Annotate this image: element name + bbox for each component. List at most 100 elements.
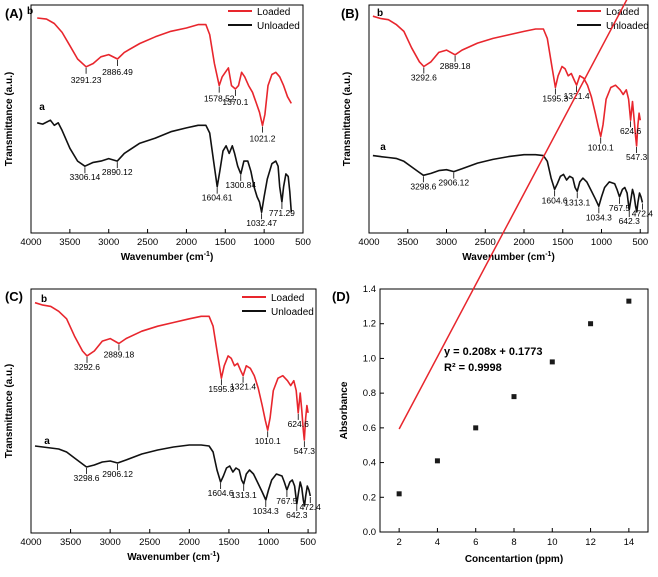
panel-c-ftir-chart: (C) 4000 3500 3000 2500 2000 1500 1000 500 Wavenu… [4,288,322,563]
plot-frame [368,4,649,234]
data-point [626,298,632,304]
peak-label: 1021.2 [249,134,275,144]
legend-label-unloaded: Unloaded [257,21,300,32]
data-point [396,491,402,497]
series-line-loaded [37,17,292,127]
peak-label: 642.3 [619,216,641,226]
panel-label: (B) [341,6,359,21]
peak-label: 1321.4 [230,382,256,392]
peak-label: 2906.12 [438,178,469,188]
y-tick-label: 1.2 [363,319,376,330]
x-axis-title-sup: -1 [210,551,216,558]
x-axis-title-main: Wavenumber (cm [121,252,204,263]
plot-frame [379,288,649,533]
peak-label: 3291.23 [71,75,102,85]
x-tick-label: 3000 [436,237,457,248]
y-axis-title: Transmittance (a.u.) [342,72,353,166]
x-tick-label: 3000 [100,537,121,548]
peak-label: 472.4 [632,209,654,219]
x-axis-title: Wavenumber (cm-1) [462,251,555,263]
data-point [588,321,594,327]
y-tick-label: 0.2 [363,492,376,503]
x-tick-label: 1000 [254,237,275,248]
x-axis-title-end: ) [216,552,219,563]
data-point [434,458,440,464]
panel-b-ftir-chart: (B) 4000 3500 3000 2500 2000 1500 1000 500 Wavenu… [341,4,654,263]
peak-label: 1595.3 [208,384,234,394]
x-axis-title: Wavenumber (cm-1) [127,551,220,563]
y-tick-label: 0.8 [363,388,376,399]
x-tick-label: 500 [632,237,648,248]
x-tick-label: 1000 [258,537,279,548]
data-point [549,359,555,365]
peak-label: 2886.49 [102,67,133,77]
curve-label-loaded: b [41,294,47,305]
x-tick-label: 14 [624,537,635,548]
x-tick-label: 6 [473,537,478,548]
series-line-unloaded [34,444,312,507]
plot-frame [30,288,317,534]
fit-r-squared: R² = 0.9998 [444,362,502,374]
curve-label-unloaded: a [39,102,45,113]
peak-label: 642.3 [286,510,308,520]
curve-label-loaded: b [27,6,33,17]
x-tick-label: 500 [300,537,316,548]
peak-label: 3292.6 [74,362,100,372]
peak-label: 3306.14 [70,172,101,182]
legend-label-unloaded: Unloaded [606,21,649,32]
y-axis-title: Transmittance (a.u.) [4,364,15,458]
peak-label: 1604.61 [202,193,233,203]
peak-label: 624.6 [620,126,642,136]
x-axis-title: Concentartion (ppm) [465,554,563,565]
x-tick-label: 4000 [358,237,379,248]
fit-line [398,0,628,430]
x-axis-title-end: ) [210,252,213,263]
x-tick-label: 2500 [139,537,160,548]
peak-label: 1313.1 [564,197,590,207]
curve-label-loaded: b [377,8,383,19]
peak-label: 1595.3 [542,94,568,104]
x-tick-label: 3000 [98,237,119,248]
peak-label: 1034.3 [586,212,612,222]
x-tick-label: 8 [511,537,516,548]
peak-label: 1032.47 [246,218,277,228]
curve-label-unloaded: a [44,436,50,447]
series-line-unloaded [37,119,293,213]
x-tick-label: 1500 [552,237,573,248]
peak-label: 771.29 [269,208,295,218]
legend-label-loaded: Loaded [257,7,290,18]
x-axis-title-main: Wavenumber (cm [127,552,210,563]
peak-label: 1321.4 [564,91,590,101]
panel-label: (D) [332,289,350,304]
peak-label: 1300.84 [225,180,256,190]
data-point [473,425,479,431]
y-tick-label: 0.4 [363,458,376,469]
peak-label: 3292.6 [411,72,437,82]
peak-label: 1313.1 [231,490,257,500]
x-tick-label: 1500 [215,237,236,248]
y-axis-title: Absorbance [339,381,350,439]
x-tick-label: 3500 [60,537,81,548]
fit-equation: y = 0.208x + 0.1773 [444,346,542,358]
x-axis-title-sup: -1 [204,251,210,258]
y-tick-label: 1.0 [363,353,376,364]
data-point [511,394,517,400]
y-tick-label: 1.4 [363,284,376,295]
x-tick-label: 12 [585,537,596,548]
legend-label-unloaded: Unloaded [271,307,314,318]
panel-label: (C) [5,289,23,304]
x-tick-label: 3500 [397,237,418,248]
panel-a-ftir-chart: (A) 4000 3500 3000 2500 2000 1500 1000 500 Wavenu… [4,4,311,263]
peak-label: 472.4 [300,502,322,512]
peak-label: 2889.18 [104,350,135,360]
x-tick-label: 10 [547,537,558,548]
y-axis-title: Transmittance (a.u.) [4,72,15,166]
y-tick-label: 0.6 [363,423,376,434]
x-tick-label: 2000 [513,237,534,248]
peak-label: 547.3 [626,152,648,162]
x-tick-label: 1500 [218,537,239,548]
peak-label: 1604.6 [208,488,234,498]
peak-label: 624.6 [288,419,310,429]
x-tick-label: 500 [295,237,311,248]
